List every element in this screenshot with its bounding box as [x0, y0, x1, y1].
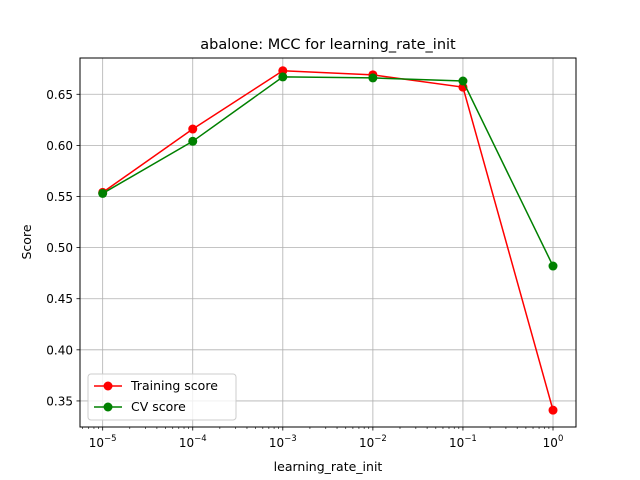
x-tick-label: 10−4 [179, 434, 207, 450]
x-tick-label-exponent: −1 [464, 434, 477, 444]
legend: Training score CV score [87, 373, 237, 421]
x-tick-label-exponent: −5 [104, 434, 117, 444]
y-tick-label: 0.55 [46, 190, 73, 204]
legend-marker-training [103, 381, 113, 391]
x-tick-label-base: 10 [179, 436, 194, 450]
x-tick-label-base: 10 [89, 436, 104, 450]
series-0-point [188, 124, 198, 134]
series-1-point [278, 72, 288, 82]
series-1-point [368, 73, 378, 83]
legend-label-training: Training score [130, 378, 218, 393]
x-tick-label: 10−5 [89, 434, 117, 450]
series-1-point [98, 188, 108, 198]
y-tick-label: 0.60 [46, 139, 73, 153]
legend-marker-cv [103, 402, 113, 412]
series-1-point [458, 76, 468, 86]
x-tick-label-exponent: −2 [374, 434, 387, 444]
x-tick-label-base: 10 [543, 436, 558, 450]
series-line-1 [102, 76, 554, 267]
series-0-point [548, 405, 558, 415]
x-tick-label: 100 [543, 434, 564, 450]
y-tick-label: 0.45 [46, 292, 73, 306]
x-tick-label-exponent: −3 [284, 434, 297, 444]
x-tick-label: 10−2 [359, 434, 387, 450]
x-tick-label-exponent: 0 [558, 434, 563, 444]
x-axis-label: learning_rate_init [274, 459, 383, 474]
series-layer [98, 66, 558, 415]
axis-layer: 10−5 10−4 10−3 10−2 10−1 1000.350.400.450.500… [46, 88, 563, 450]
plot-frame [79, 57, 577, 428]
x-tick-label: 10−3 [269, 434, 297, 450]
x-tick-label-base: 10 [359, 436, 374, 450]
y-tick-label: 0.35 [46, 394, 73, 408]
legend-box [87, 373, 237, 421]
y-tick-label: 0.50 [46, 241, 73, 255]
series-1-point [188, 136, 198, 146]
x-tick-label-base: 10 [269, 436, 284, 450]
legend-label-cv: CV score [131, 399, 186, 414]
y-tick-label: 0.65 [46, 88, 73, 102]
y-axis-label: Score [19, 224, 34, 259]
chart-title: abalone: MCC for learning_rate_init [200, 37, 456, 53]
x-tick-label-exponent: −4 [194, 434, 207, 444]
series-line-0 [102, 70, 554, 411]
series-1-point [548, 261, 558, 271]
x-tick-label: 10−1 [449, 434, 477, 450]
x-tick-label-base: 10 [449, 436, 464, 450]
y-tick-label: 0.40 [46, 343, 73, 357]
